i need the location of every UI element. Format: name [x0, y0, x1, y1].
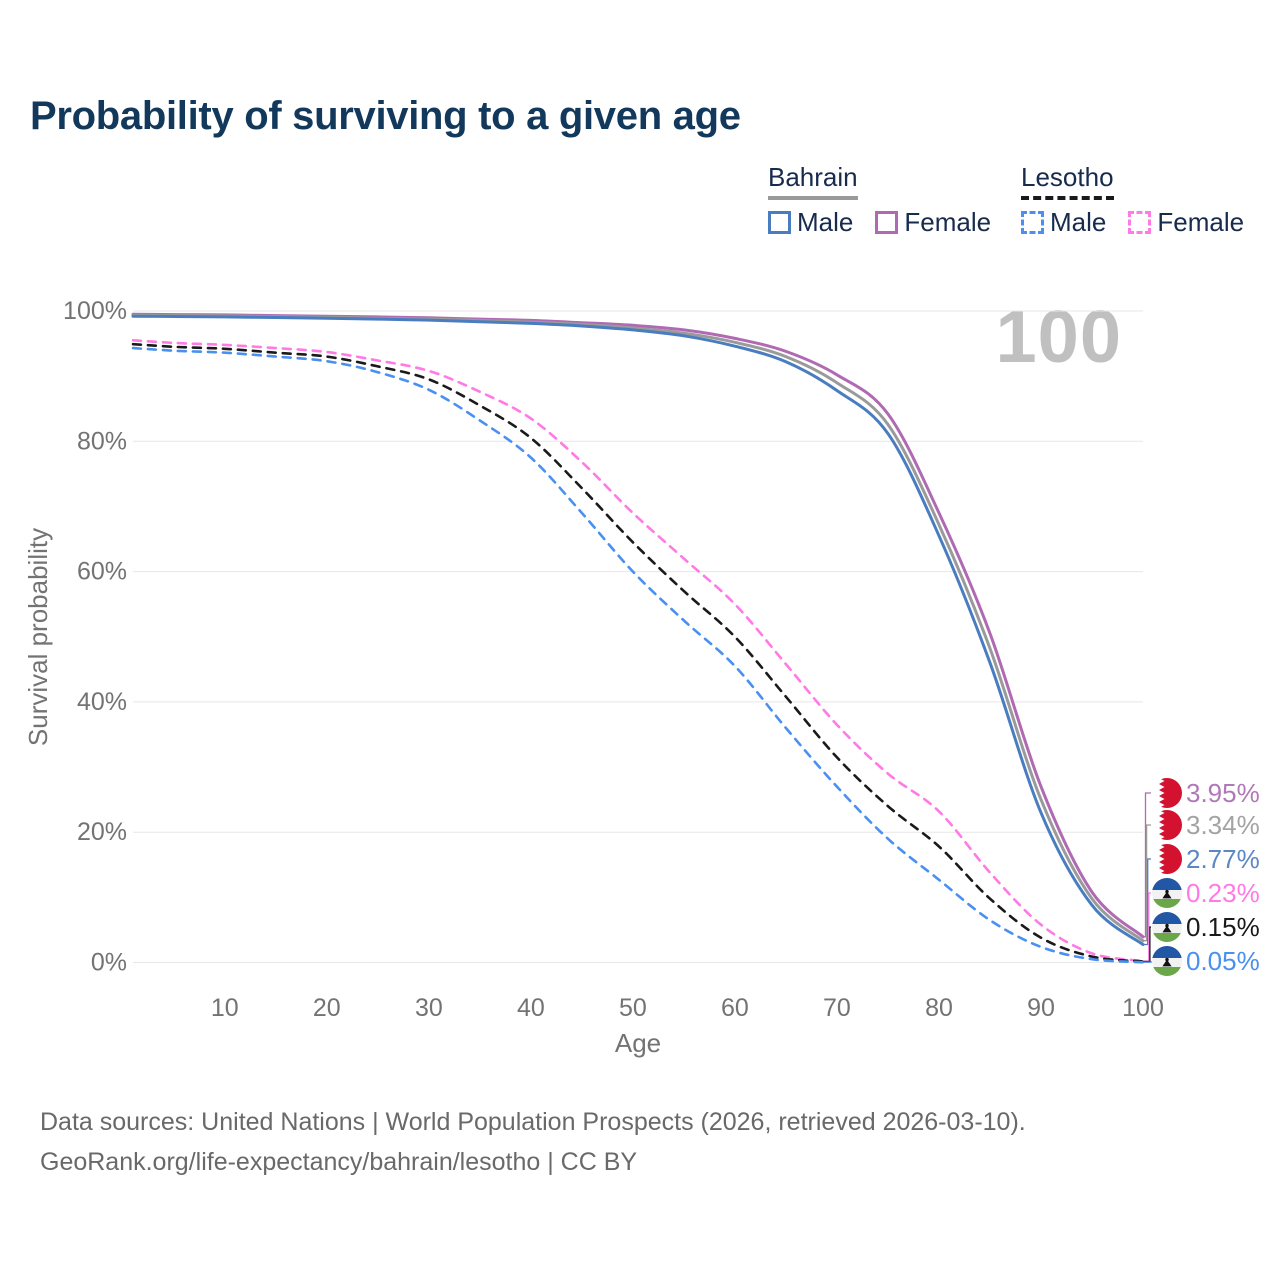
end-label-value: 2.77%	[1186, 844, 1260, 874]
end-label-bahrain-male[interactable]: 2.77%	[1143, 844, 1260, 946]
bahrain-female-swatch-icon	[875, 211, 899, 234]
y-tick-label: 100%	[63, 297, 127, 325]
x-tick-label: 70	[823, 994, 851, 1022]
flag-lesotho-icon	[1152, 946, 1182, 976]
x-tick-label: 90	[1027, 994, 1055, 1022]
y-tick-label: 20%	[77, 818, 127, 846]
end-label-connector	[1143, 926, 1151, 963]
y-tick-label: 0%	[91, 949, 127, 977]
series-line-lesotho-both[interactable]	[131, 342, 1145, 963]
end-label-lesotho-male[interactable]: 0.05%	[1143, 946, 1260, 976]
x-axis-title: Age	[615, 1028, 661, 1058]
legend-item-bahrain-female[interactable]: Female	[875, 207, 991, 238]
legend-item-bahrain-male[interactable]: Male	[768, 207, 853, 238]
end-label-value: 0.05%	[1186, 946, 1260, 976]
flag-lesotho-icon	[1152, 878, 1182, 908]
flag-bahrain-icon	[1152, 810, 1182, 840]
end-label-connector	[1143, 858, 1151, 946]
end-label-bahrain-female[interactable]: 3.95%	[1143, 778, 1260, 938]
legend-group-label-lesotho[interactable]: Lesotho	[1021, 162, 1114, 200]
legend-item-lesotho-female[interactable]: Female	[1128, 207, 1244, 238]
x-tick-label: 30	[415, 994, 443, 1022]
flag-bahrain-icon	[1152, 844, 1182, 874]
series-line-lesotho-male[interactable]	[131, 346, 1145, 964]
end-label-lesotho-both[interactable]: 0.15%	[1143, 912, 1260, 963]
y-tick-label: 40%	[77, 688, 127, 716]
legend-group-lesotho: Lesotho Male Female	[1021, 162, 1266, 238]
hovered-age-watermark: 100	[995, 295, 1122, 378]
x-tick-label: 20	[313, 994, 341, 1022]
lesotho-female-swatch-icon	[1128, 211, 1152, 234]
end-label-bahrain-both[interactable]: 3.34%	[1143, 810, 1260, 942]
legend-item-label: Female	[1157, 207, 1245, 237]
gridlines: 0% 20% 40% 60% 80% 100%	[63, 297, 1143, 977]
end-label-value: 3.95%	[1186, 778, 1260, 808]
x-tick-label: 60	[721, 994, 749, 1022]
legend-item-lesotho-male[interactable]: Male	[1021, 207, 1106, 238]
end-label-connector	[1143, 961, 1152, 963]
end-label-value: 3.34%	[1186, 810, 1260, 840]
x-tick-label: 50	[619, 994, 647, 1022]
legend-group-label-bahrain[interactable]: Bahrain	[768, 162, 858, 200]
lesotho-male-swatch-icon	[1021, 211, 1044, 234]
x-axis: 10 20 30 40 50 60 70 80 90 100	[211, 994, 1164, 1022]
x-tick-label: 10	[211, 994, 239, 1022]
end-label-value: 0.15%	[1186, 912, 1260, 942]
x-tick-label: 40	[517, 994, 545, 1022]
y-tick-label: 60%	[77, 558, 127, 586]
y-tick-label: 80%	[77, 427, 127, 455]
x-tick-label: 100	[1122, 994, 1164, 1022]
x-tick-label: 80	[925, 994, 953, 1022]
series-line-bahrain-both[interactable]	[131, 313, 1145, 943]
legend-item-label: Male	[1050, 207, 1107, 237]
series-line-lesotho-female[interactable]	[131, 339, 1145, 963]
chart-title: Probability of surviving to a given age	[30, 94, 741, 138]
legend-group-bahrain: Bahrain Male Female	[768, 162, 1013, 238]
bahrain-male-swatch-icon	[768, 211, 791, 234]
end-label-connector	[1143, 824, 1151, 942]
flag-lesotho-icon	[1152, 912, 1182, 942]
footer-attribution: GeoRank.org/life-expectancy/bahrain/leso…	[40, 1148, 638, 1176]
footer-data-sources: Data sources: United Nations | World Pop…	[40, 1108, 1026, 1136]
legend-item-label: Male	[797, 207, 854, 237]
end-label-connector	[1143, 792, 1151, 938]
flag-bahrain-icon	[1152, 778, 1182, 808]
end-label-lesotho-female[interactable]: 0.23%	[1143, 878, 1260, 962]
legend-item-label: Female	[904, 207, 992, 237]
y-axis-title: Survival probability	[23, 528, 53, 746]
end-label-value: 0.23%	[1186, 878, 1260, 908]
series-line-bahrain-female[interactable]	[131, 312, 1145, 939]
series-line-bahrain-male[interactable]	[131, 314, 1145, 946]
